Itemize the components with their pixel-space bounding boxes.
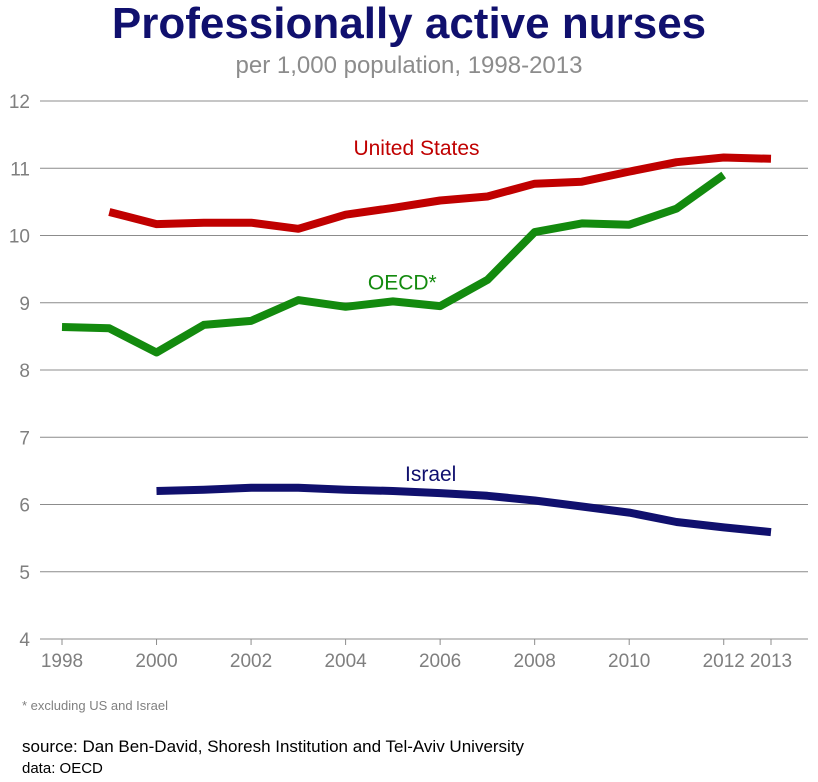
y-tick-label: 4 [19, 630, 30, 651]
footnote: * excluding US and Israel [22, 698, 168, 713]
x-tick-label: 2006 [419, 651, 461, 672]
y-tick-label: 6 [19, 496, 30, 517]
series-label: Israel [405, 463, 456, 486]
x-tick-label: 2002 [230, 651, 272, 672]
x-tick-label: 1998 [41, 651, 83, 672]
x-tick-label: 2013 [750, 651, 792, 672]
y-tick-label: 12 [9, 92, 30, 113]
series-label: United States [353, 137, 479, 160]
y-tick-label: 9 [19, 294, 30, 315]
series-line [156, 483, 772, 537]
chart-subtitle: per 1,000 population, 1998-2013 [235, 52, 583, 79]
data-source-note: data: OECD [22, 760, 103, 777]
source-note: source: Dan Ben-David, Shoresh Instituti… [22, 737, 525, 756]
y-tick-label: 7 [19, 428, 30, 449]
chart-title: Professionally active nurses [111, 0, 707, 48]
x-tick-label: 2000 [135, 651, 177, 672]
y-tick-label: 8 [19, 361, 30, 382]
series-line [61, 171, 727, 357]
series-label: OECD* [368, 271, 437, 294]
x-tick-label: 2010 [608, 651, 650, 672]
y-tick-label: 10 [9, 227, 30, 248]
x-tick-label: 2008 [514, 651, 556, 672]
y-tick-label: 5 [19, 563, 30, 584]
y-tick-label: 11 [10, 159, 30, 180]
x-tick-label: 2004 [324, 651, 367, 672]
line-chart: 4 5 6 7 8 9 10 11 12 1998 2000 2002 2004 2006 2008 2010… [9, 92, 808, 672]
x-tick-label: 2012 [703, 651, 745, 672]
